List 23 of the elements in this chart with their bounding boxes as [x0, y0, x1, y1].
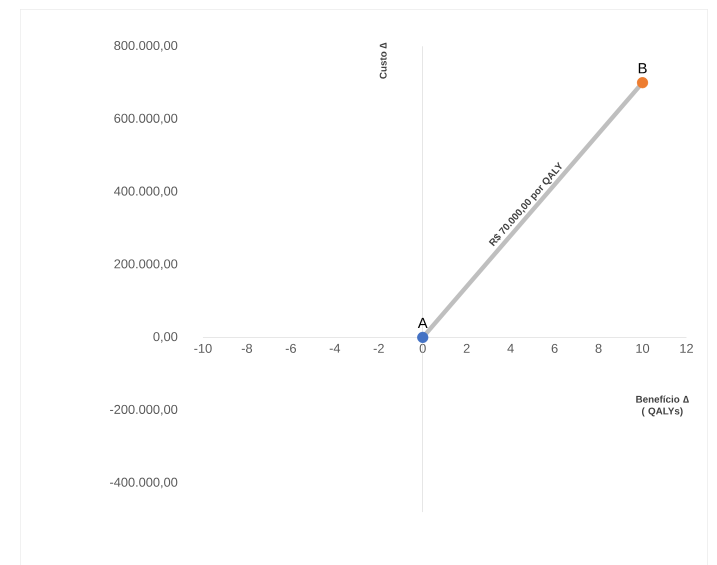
y-tick-label: 200.000,00 — [114, 259, 178, 270]
y-tick-label: 600.000,00 — [114, 114, 178, 124]
x-tick-label: -10 — [194, 344, 212, 353]
x-tick-label: -6 — [286, 344, 296, 353]
y-tick-label: -200.000,00 — [110, 404, 178, 416]
x-tick-label: -8 — [242, 344, 252, 353]
y-axis-title: Custo ∆ — [380, 42, 387, 79]
y-tick-label: -400.000,00 — [110, 478, 178, 488]
x-tick-label: 8 — [596, 344, 602, 353]
series-label: A — [418, 318, 428, 328]
x-axis-title: Benefício ∆ ( QALYs) — [636, 395, 689, 416]
x-tick-label: 4 — [507, 344, 514, 353]
x-tick-label: 10 — [636, 344, 650, 353]
series-label: B — [638, 63, 647, 74]
y-tick-label: 800.000,00 — [114, 40, 178, 52]
x-tick-label: -2 — [374, 344, 384, 353]
x-tick-label: 2 — [464, 344, 470, 353]
x-tick-label: 0 — [420, 344, 426, 353]
x-tick-label: 12 — [680, 344, 693, 353]
y-tick-label: 400.000,00 — [114, 186, 178, 198]
y-tick-label: 0,00 — [153, 332, 178, 343]
x-tick-label: -4 — [330, 344, 340, 353]
x-tick-label: 6 — [552, 344, 558, 353]
